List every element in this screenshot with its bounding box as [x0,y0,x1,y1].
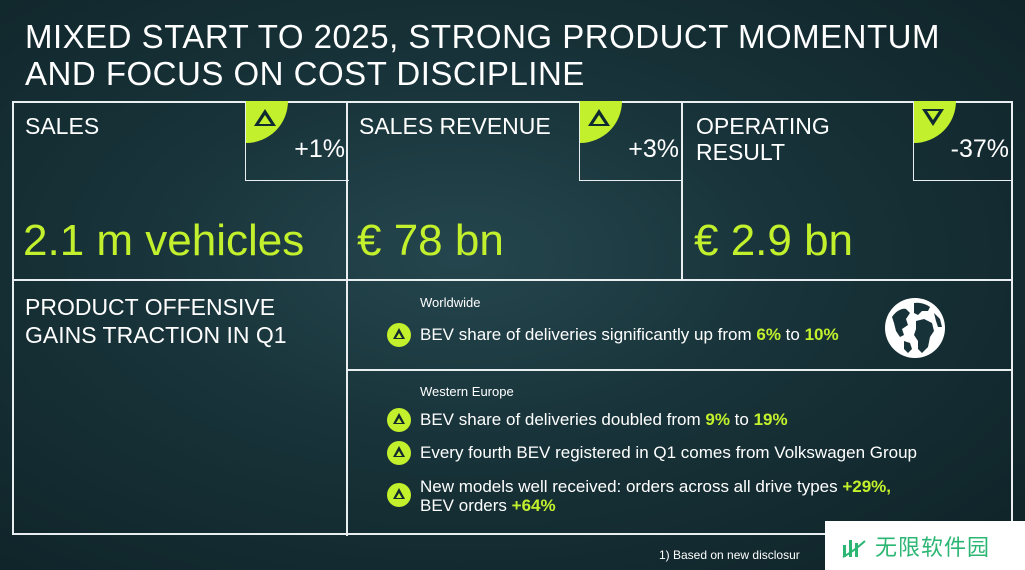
globe-icon [885,298,945,358]
slide-title-line1: MIXED START TO 2025, STRONG PRODUCT MOME… [25,18,940,55]
kpi-operating-value: € 2.9 bn [694,216,854,265]
kpi-sales-badge: +1% [245,101,349,181]
content-frame [12,101,1013,535]
bullet-we-1: BEV share of deliveries doubled from 9% … [387,408,788,432]
kpi-revenue-change: +3% [628,135,679,163]
offensive-title: PRODUCT OFFENSIVE GAINS TRACTION IN Q1 [25,294,287,348]
bullet-we-2: Every fourth BEV registered in Q1 comes … [387,441,917,465]
kpi-operating-badge: -37% [913,101,1013,181]
watermark: 无限软件园 [825,521,1025,570]
kpi-sales-label: SALES [25,113,100,139]
kpi-revenue-label: SALES REVENUE [359,113,551,139]
footnote: 1) Based on new disclosur [659,548,800,562]
divider-h1 [12,279,1013,281]
watermark-text: 无限软件园 [875,535,991,561]
kpi-sales-value: 2.1 m vehicles [23,216,305,265]
triangle-down-icon [922,109,944,126]
bullet-we-3: New models well received: orders across … [387,477,891,515]
triangle-up-icon [387,441,411,465]
triangle-up-icon [254,109,276,126]
triangle-up-icon [588,109,610,126]
bullet-worldwide: BEV share of deliveries significantly up… [387,323,839,347]
slide-title: MIXED START TO 2025, STRONG PRODUCT MOME… [25,18,1005,92]
kpi-sales-change: +1% [294,135,345,163]
kpi-operating-change: -37% [950,135,1009,163]
region-western-europe-label: Western Europe [420,384,514,399]
divider-v2 [681,101,683,281]
slide-title-line2: AND FOCUS ON COST DISCIPLINE [25,55,585,92]
kpi-revenue-value: € 78 bn [357,216,504,265]
triangle-up-icon [387,483,411,507]
region-worldwide-label: Worldwide [420,295,481,310]
triangle-up-icon [387,408,411,432]
divider-h2 [346,369,1013,371]
kpi-operating-label: OPERATING RESULT [696,113,830,165]
bar-chart-logo-icon [842,539,866,558]
divider-v1 [346,101,348,536]
kpi-revenue-badge: +3% [579,101,683,181]
triangle-up-icon [387,323,411,347]
